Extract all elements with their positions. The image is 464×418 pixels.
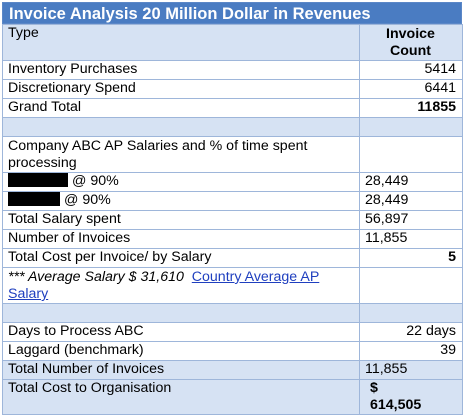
cost-per-invoice-row: Total Cost per Invoice/ by Salary 5	[2, 248, 463, 268]
row-label: Inventory Purchases	[2, 60, 360, 80]
row-value: 6441	[359, 79, 463, 99]
total-cost-currency: $	[370, 380, 378, 397]
cost-per-invoice-value: 5	[359, 248, 463, 268]
table-row: Discretionary Spend 6441	[2, 79, 463, 99]
total-cost-row: Total Cost to Organisation $ 614,505	[2, 379, 463, 415]
number-of-invoices-row: Number of Invoices 11,855	[2, 229, 463, 249]
number-of-invoices-label: Number of Invoices	[2, 229, 360, 249]
spacer-cell	[2, 117, 360, 137]
total-invoices-label: Total Number of Invoices	[2, 360, 360, 380]
total-cost-amount: 614,505	[370, 397, 422, 413]
laggard-value: 39	[359, 341, 463, 361]
spacer-cell	[2, 303, 360, 323]
salary-row: @ 90% 28,449	[2, 191, 463, 211]
salary-pct: @ 90%	[64, 192, 111, 209]
average-salary-empty	[359, 267, 463, 304]
salary-label: @ 90%	[2, 191, 360, 211]
salary-value: 28,449	[359, 191, 463, 211]
invoice-count-header-line2: Count	[390, 43, 431, 59]
spacer-row	[2, 117, 463, 137]
row-label: Discretionary Spend	[2, 79, 360, 99]
grand-total-row: Grand Total 11855	[2, 98, 463, 118]
laggard-label: Laggard (benchmark)	[2, 341, 360, 361]
invoice-count-header: Invoice Count	[359, 24, 463, 61]
row-value: 5414	[359, 60, 463, 80]
laggard-row: Laggard (benchmark) 39	[2, 341, 463, 361]
total-invoices-value: 11,855	[359, 360, 463, 380]
salaries-heading-empty	[359, 136, 463, 173]
days-to-process-label: Days to Process ABC	[2, 322, 360, 342]
number-of-invoices-value: 11,855	[359, 229, 463, 249]
total-salary-value: 56,897	[359, 210, 463, 230]
salary-pct: @ 90%	[72, 173, 119, 190]
total-salary-label: Total Salary spent	[2, 210, 360, 230]
average-salary-row: *** Average Salary $ 31,610 Country Aver…	[2, 267, 463, 304]
grand-total-label: Grand Total	[2, 98, 360, 118]
redacted-name	[8, 173, 68, 187]
spacer-cell	[359, 303, 463, 323]
grand-total-value: 11855	[359, 98, 463, 118]
total-invoices-row: Total Number of Invoices 11,855	[2, 360, 463, 380]
salaries-heading-row: Company ABC AP Salaries and % of time sp…	[2, 136, 463, 173]
invoice-count-header-line1: Invoice	[386, 26, 435, 42]
header-row: Type Invoice Count	[2, 24, 463, 61]
average-salary-note: *** Average Salary $ 31,610	[8, 269, 184, 285]
salary-value: 28,449	[359, 172, 463, 192]
average-salary-cell: *** Average Salary $ 31,610 Country Aver…	[2, 267, 360, 304]
table-title: Invoice Analysis 20 Million Dollar in Re…	[2, 2, 462, 24]
table-row: Inventory Purchases 5414	[2, 60, 463, 80]
days-to-process-value: 22 days	[359, 322, 463, 342]
spacer-row	[2, 303, 463, 323]
salary-row: @ 90% 28,449	[2, 172, 463, 192]
total-salary-row: Total Salary spent 56,897	[2, 210, 463, 230]
redacted-name	[8, 192, 60, 206]
total-cost-value: $ 614,505	[359, 379, 463, 415]
days-to-process-row: Days to Process ABC 22 days	[2, 322, 463, 342]
salaries-heading: Company ABC AP Salaries and % of time sp…	[2, 136, 360, 173]
total-cost-label: Total Cost to Organisation	[2, 379, 360, 415]
spacer-cell	[359, 117, 463, 137]
invoice-table: Type Invoice Count Inventory Purchases 5…	[2, 24, 463, 415]
type-header: Type	[2, 24, 360, 61]
cost-per-invoice-label: Total Cost per Invoice/ by Salary	[2, 248, 360, 268]
salary-label: @ 90%	[2, 172, 360, 192]
country-average-salary-link[interactable]: Country Average AP Salary	[8, 269, 320, 302]
